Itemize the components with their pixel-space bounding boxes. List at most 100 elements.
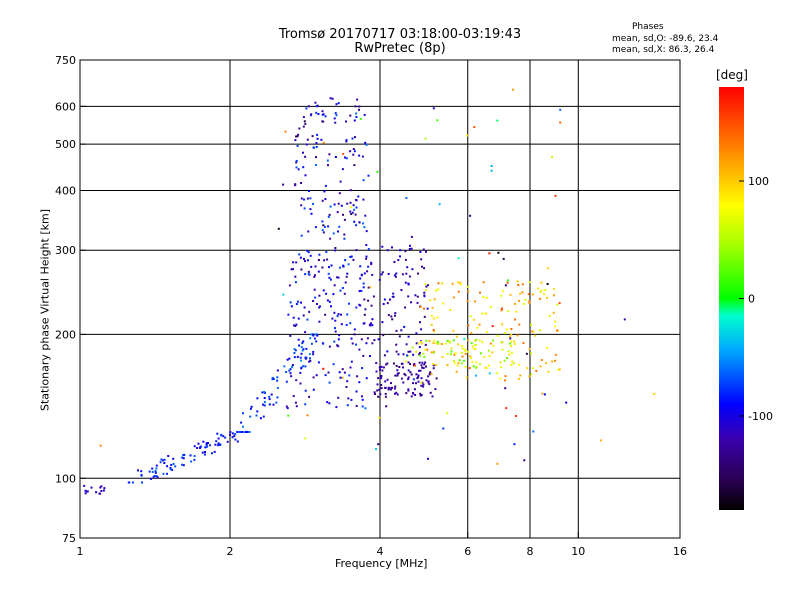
data-point [256,410,259,413]
data-point [425,289,427,292]
data-point [507,350,510,353]
data-point [216,432,219,435]
data-point [369,355,371,358]
data-point [150,477,152,480]
data-point [292,261,295,264]
data-point [410,301,412,304]
data-point [303,306,306,309]
data-point [233,435,236,437]
data-point [295,303,298,305]
data-point [271,377,274,380]
data-point [323,259,326,262]
data-point [366,337,369,340]
data-point [510,333,513,336]
data-point [293,352,296,354]
data-point [342,153,345,155]
data-point [452,339,455,342]
data-point [419,305,422,308]
data-point [530,373,533,376]
data-point [249,407,252,410]
data-point [377,443,380,446]
data-point [268,398,271,401]
data-point [310,212,313,215]
data-point [372,295,375,298]
data-point [289,368,292,371]
data-point [318,320,321,323]
data-point [83,484,86,487]
data-point [322,224,325,227]
data-point [364,214,367,217]
data-point [361,395,363,398]
data-point [465,376,468,379]
data-point [333,340,336,343]
data-point [501,290,504,293]
data-point [355,116,358,118]
data-point [463,359,466,362]
data-point [420,328,423,331]
data-point [418,369,420,372]
data-point [358,381,361,384]
data-point [344,156,346,159]
data-point [302,125,305,128]
data-point [328,345,331,348]
data-point [311,333,314,336]
data-point [336,344,339,347]
data-point [496,372,499,375]
data-point [298,127,301,130]
data-point [343,292,346,295]
data-point [528,375,531,378]
data-point [171,468,174,471]
data-point [509,342,512,345]
data-point [346,313,349,316]
data-point [457,257,460,260]
data-point [361,398,364,401]
colorbar-label: [deg] [716,68,748,82]
data-point [309,337,312,340]
data-point [348,302,350,305]
data-point [332,363,335,366]
data-point [301,349,304,352]
data-point [473,339,476,342]
data-point [353,150,356,153]
data-point [353,164,356,167]
data-point [205,443,208,446]
data-point [558,302,561,305]
data-point [422,352,425,355]
data-point [174,465,177,468]
data-point [412,382,414,385]
data-point [480,352,482,355]
stats-x-mode: mean, sd,X: 86.3, 26.4 [612,45,715,55]
data-point [361,405,364,408]
data-point [268,403,271,406]
data-point [296,135,299,138]
data-point [410,235,413,238]
data-point [350,360,353,363]
data-point [132,481,134,484]
data-point [283,365,286,368]
data-point [337,345,340,348]
data-point [386,302,389,305]
data-point [406,354,409,357]
data-point [367,265,370,268]
data-point [499,377,502,380]
data-point [405,392,408,395]
data-point [355,206,358,209]
data-point [346,404,349,407]
data-point [355,306,358,309]
data-point [473,126,476,129]
data-point [201,451,204,454]
data-point [404,250,407,253]
data-point [434,364,437,366]
data-point [355,390,358,393]
data-point [303,120,306,123]
data-point [405,272,408,275]
data-point [464,349,466,352]
data-point [599,439,602,442]
data-point [531,293,534,296]
data-point [349,210,352,213]
data-point [316,334,319,337]
data-point [305,356,308,359]
data-point [356,375,359,378]
data-point [328,402,331,405]
data-point [426,348,429,351]
